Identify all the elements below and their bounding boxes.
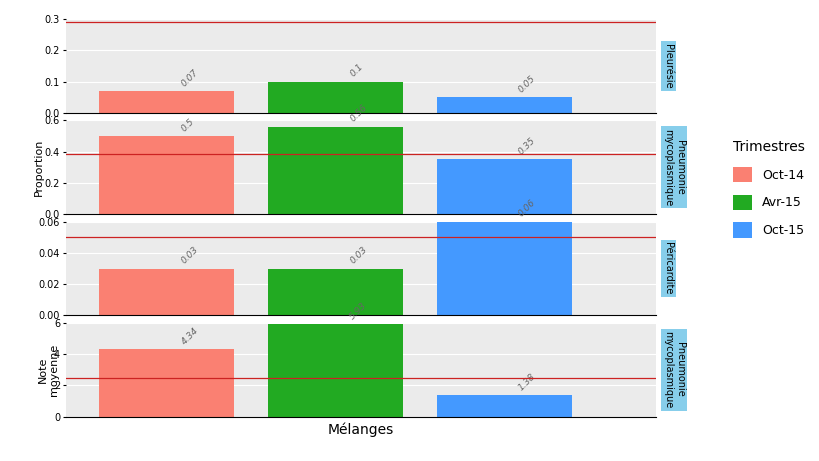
Bar bbox=[99, 268, 234, 315]
Text: 0.56: 0.56 bbox=[348, 103, 369, 124]
Text: 0.05: 0.05 bbox=[516, 74, 536, 95]
Text: Pneumonie
mycoplasmique: Pneumonie mycoplasmique bbox=[663, 331, 684, 408]
X-axis label: Mélanges: Mélanges bbox=[328, 422, 393, 437]
Bar bbox=[268, 268, 402, 315]
Bar bbox=[99, 136, 234, 214]
Y-axis label: Note
moyenne: Note moyenne bbox=[38, 344, 59, 396]
Text: 0.5: 0.5 bbox=[179, 117, 196, 133]
Text: 1.38: 1.38 bbox=[516, 372, 536, 392]
Text: 5.93: 5.93 bbox=[348, 301, 369, 321]
Text: 4.34: 4.34 bbox=[179, 325, 200, 346]
Y-axis label: Proportion: Proportion bbox=[34, 138, 44, 196]
Text: Péricardite: Péricardite bbox=[663, 242, 672, 295]
Text: 0.03: 0.03 bbox=[179, 245, 200, 266]
Bar bbox=[268, 82, 402, 113]
Text: 0.03: 0.03 bbox=[348, 245, 369, 266]
Bar bbox=[268, 127, 402, 214]
Bar bbox=[437, 222, 571, 315]
Bar bbox=[99, 91, 234, 113]
Bar bbox=[437, 97, 571, 113]
Text: 0.35: 0.35 bbox=[516, 136, 536, 157]
Legend: Oct-14, Avr-15, Oct-15: Oct-14, Avr-15, Oct-15 bbox=[727, 136, 808, 242]
Text: 0.06: 0.06 bbox=[516, 198, 536, 219]
Bar bbox=[268, 324, 402, 417]
Text: Pleurésie: Pleurésie bbox=[663, 44, 672, 88]
Text: 0.1: 0.1 bbox=[348, 62, 364, 79]
Bar bbox=[437, 395, 571, 417]
Bar bbox=[99, 349, 234, 417]
Text: 0.07: 0.07 bbox=[179, 67, 200, 88]
Text: Pneumonie
mycoplasmique: Pneumonie mycoplasmique bbox=[663, 129, 684, 206]
Bar bbox=[437, 160, 571, 214]
